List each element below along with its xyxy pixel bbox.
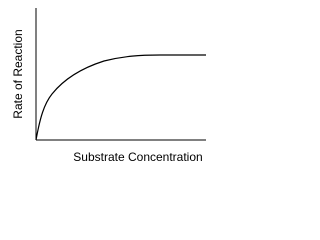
- diagram: Substrate Concentration Rate of Reaction: [11, 8, 206, 164]
- page: Substrate Concentration Rate of Reaction…: [0, 0, 223, 171]
- y-axis-label: Rate of Reaction: [11, 29, 25, 118]
- x-axis-label: Substrate Concentration: [73, 150, 202, 164]
- saturation-curve: [35, 54, 206, 141]
